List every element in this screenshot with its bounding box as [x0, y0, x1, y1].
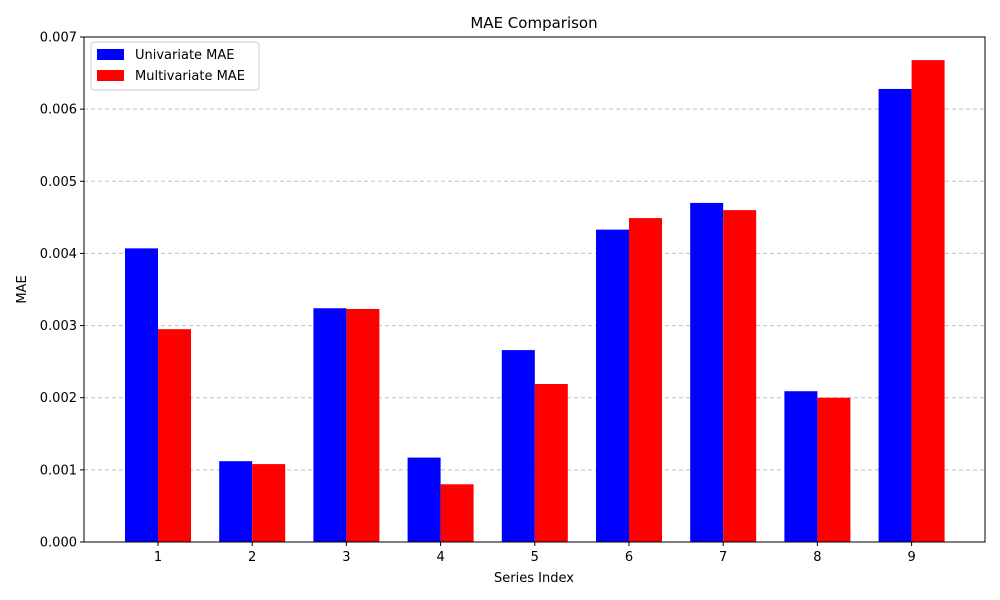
x-axis-label: Series Index: [494, 571, 574, 586]
x-tick-label: 7: [719, 550, 727, 565]
bar-multivariate: [534, 384, 568, 542]
y-axis-label: MAE: [15, 275, 30, 303]
bars-group: [125, 60, 945, 543]
bar-univariate: [407, 457, 441, 542]
legend-swatch: [97, 70, 124, 81]
bar-univariate: [501, 350, 535, 542]
y-tick-label: 0.006: [40, 103, 77, 118]
bar-multivariate: [629, 218, 662, 543]
legend-swatch: [97, 49, 124, 60]
bar-univariate: [596, 229, 629, 542]
bar-multivariate: [346, 308, 380, 542]
bar-multivariate: [817, 397, 851, 542]
bar-univariate: [219, 461, 253, 542]
x-tick-label: 5: [531, 550, 539, 565]
y-tick-label: 0.001: [40, 463, 77, 478]
x-tick-label: 4: [436, 550, 444, 565]
x-tick-label: 2: [248, 550, 256, 565]
x-tick-label: 3: [342, 550, 350, 565]
bar-univariate: [690, 202, 724, 542]
bar-univariate: [125, 248, 158, 542]
y-tick-label: 0.003: [40, 319, 77, 334]
x-tick-label: 6: [625, 550, 633, 565]
bar-univariate: [878, 88, 912, 542]
x-tick-label: 9: [907, 550, 915, 565]
legend-entry-label: Univariate MAE: [135, 48, 235, 63]
x-axis-ticks: 1 2 3 4 5 6 7 8 9: [154, 542, 916, 565]
chart-title: MAE Comparison: [470, 14, 597, 32]
bar-multivariate: [911, 60, 945, 542]
bar-multivariate: [158, 329, 191, 542]
y-tick-label: 0.007: [40, 31, 77, 46]
x-tick-label: 8: [813, 550, 821, 565]
bar-multivariate: [252, 464, 286, 542]
legend-entry-label: Multivariate MAE: [135, 69, 245, 84]
bar-multivariate: [440, 484, 474, 542]
y-tick-label: 0.000: [40, 536, 77, 551]
bar-univariate: [784, 391, 818, 542]
legend-box: [90, 41, 260, 91]
y-tick-label: 0.005: [40, 175, 77, 190]
y-axis-ticks: 0.000 0.001 0.002 0.003 0.004 0.005 0.006 0.007: [40, 31, 84, 551]
x-tick-label: 1: [154, 550, 162, 565]
bar-multivariate: [723, 210, 757, 542]
y-tick-label: 0.002: [40, 391, 77, 406]
legend: Univariate MAE Multivariate MAE: [90, 41, 260, 91]
y-tick-label: 0.004: [40, 247, 77, 262]
bar-univariate: [313, 308, 347, 542]
